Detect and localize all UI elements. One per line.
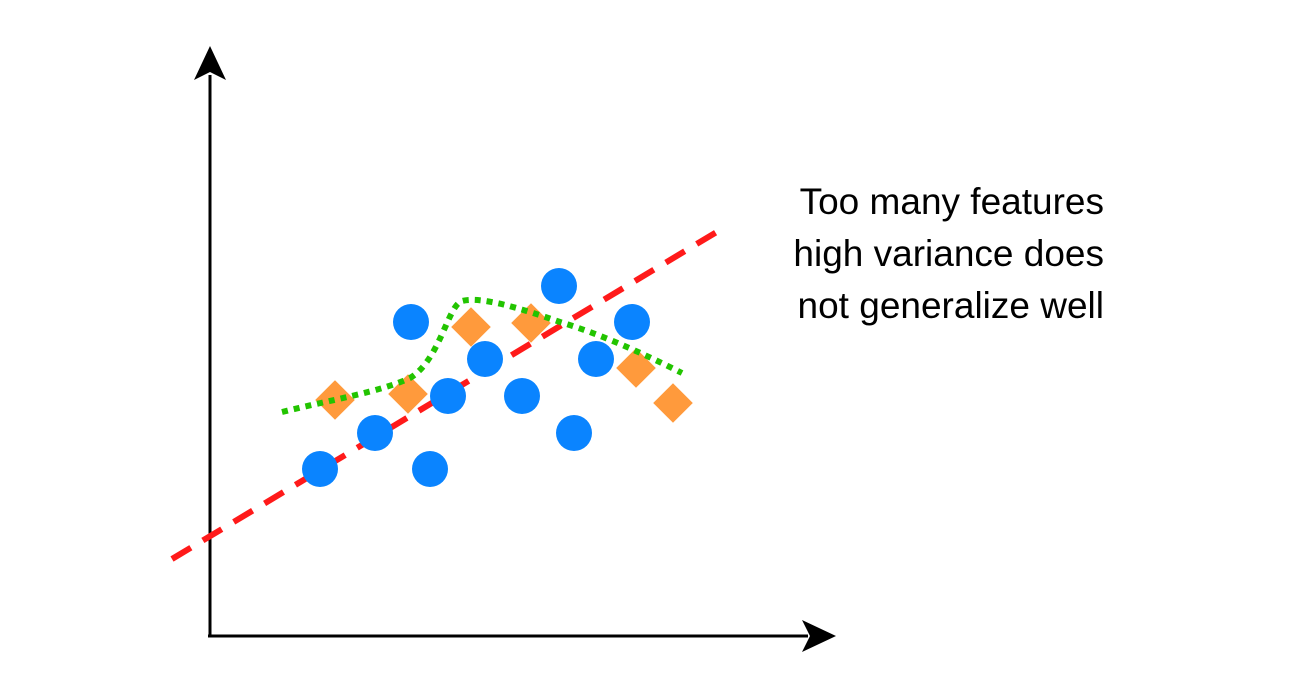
diamond-icon <box>451 307 491 347</box>
circle-icon <box>302 451 338 487</box>
circle-icon <box>430 378 466 414</box>
circle-icon <box>541 268 577 304</box>
axes <box>194 46 836 652</box>
circle-icon <box>578 341 614 377</box>
circle-icon <box>357 415 393 451</box>
circle-icon <box>614 304 650 340</box>
caption-line-2: high variance does <box>793 233 1104 274</box>
caption-line-3: not generalize well <box>797 285 1104 326</box>
circle-icon <box>467 341 503 377</box>
caption-line-1: Too many features <box>799 181 1104 222</box>
x-axis-arrowhead <box>802 620 836 652</box>
circle-icon <box>412 451 448 487</box>
diamond-icon <box>511 303 551 343</box>
diamond-icon <box>653 383 693 423</box>
circle-points <box>302 268 650 487</box>
circle-icon <box>556 415 592 451</box>
caption-text: Too many features high variance does not… <box>584 176 1104 332</box>
circle-icon <box>393 304 429 340</box>
diamond-icon <box>315 380 355 420</box>
diamond-icon <box>388 374 428 414</box>
circle-icon <box>504 378 540 414</box>
y-axis-arrowhead <box>194 46 226 80</box>
